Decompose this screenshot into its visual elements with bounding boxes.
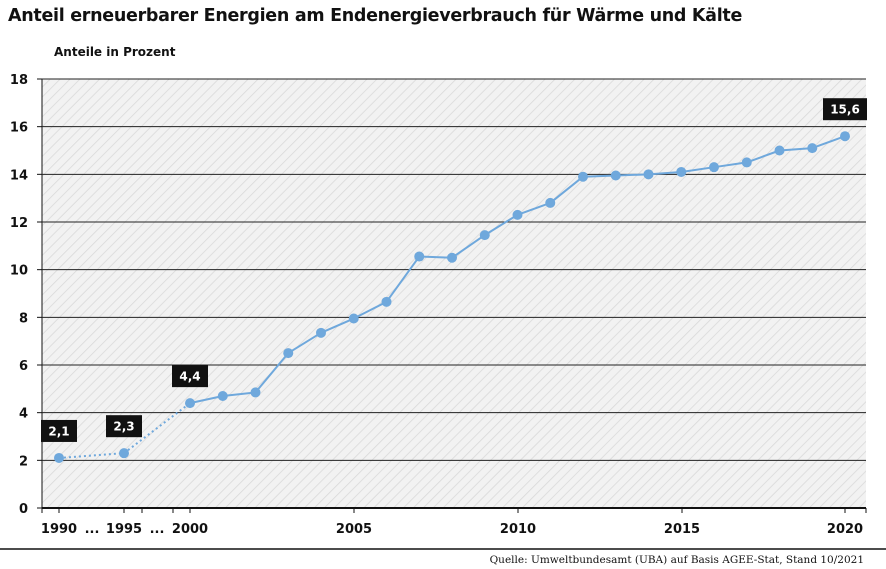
data-label-box (106, 415, 142, 438)
data-point (512, 209, 523, 220)
data-point (217, 390, 228, 401)
data-point (447, 252, 457, 263)
series-segment-dotted (123, 402, 191, 454)
series-segment (222, 391, 256, 397)
y-tick-label: 0 (19, 502, 28, 517)
data-point (250, 387, 261, 398)
series-segment (681, 166, 715, 173)
data-label-box (172, 365, 208, 388)
grid-lines (42, 78, 866, 509)
x-tick-label: 1995 (106, 522, 142, 537)
data-label-box (41, 419, 77, 442)
y-tick-label: 4 (19, 407, 28, 422)
data-point (676, 166, 687, 177)
chart-title: Anteil erneuerbarer Energien am Endenerg… (8, 6, 743, 26)
data-label: 15,6 (830, 103, 860, 117)
data-point (348, 313, 359, 324)
series-segment (451, 234, 486, 259)
data-label: 2,3 (113, 420, 134, 434)
x-tick-label: 2010 (500, 522, 536, 537)
y-tick-label: 14 (10, 168, 28, 183)
data-point (840, 131, 850, 142)
series-segment (189, 395, 223, 405)
series-segment (254, 352, 290, 394)
data-point (119, 448, 129, 459)
data-point (479, 230, 490, 241)
y-tick-label: 2 (19, 454, 28, 469)
series-segment (779, 147, 813, 152)
series-segment (648, 170, 682, 176)
x-tick-label: 2020 (827, 522, 863, 537)
x-tick-label: 2000 (172, 522, 208, 537)
series-line (58, 135, 846, 459)
x-axis-ticks: 1990... 1995... 2000 2005 2010 2015 2020 (0, 508, 886, 550)
y-axis-label: Anteile in Prozent (54, 45, 176, 59)
x-axis-break-marker: ... (85, 522, 100, 537)
source-note: Quelle: Umweltbundesamt (UBA) auf Basis … (489, 554, 864, 566)
x-tick-label: 1990 (41, 522, 77, 537)
data-point (643, 169, 654, 180)
data-label: 2,1 (48, 424, 69, 438)
series-segment (746, 149, 780, 164)
y-tick-label: 16 (10, 121, 28, 136)
y-tick-label: 12 (10, 216, 28, 231)
x-tick-label: 2005 (336, 522, 372, 537)
data-point (283, 348, 294, 359)
data-point (807, 143, 818, 154)
data-point (709, 162, 719, 173)
data-point (381, 296, 392, 307)
series-segment (517, 201, 551, 216)
data-point (610, 170, 621, 181)
series-segment (549, 175, 584, 204)
series-points (54, 131, 850, 463)
data-label-box (823, 98, 867, 121)
series-segment (353, 300, 387, 320)
data-point (545, 197, 556, 208)
data-point (774, 145, 785, 156)
y-tick-label: 18 (10, 73, 28, 88)
series-segment (811, 135, 846, 150)
y-tick-label: 8 (19, 311, 28, 326)
y-tick-label: 6 (19, 359, 28, 374)
series-segment (419, 255, 453, 259)
series-segment (713, 161, 747, 169)
data-label: 4,4 (179, 370, 200, 384)
plot-background (41, 79, 866, 508)
plot-area (42, 79, 866, 508)
series-segment (287, 331, 322, 354)
series-segment-dotted (58, 452, 125, 459)
series-segment (582, 174, 616, 178)
series-segment (320, 317, 355, 334)
series-segment (385, 255, 421, 303)
data-point (741, 157, 752, 168)
data-labels: 2,1 2,3 4,4 15,6 (41, 98, 867, 442)
data-point (54, 452, 64, 463)
series-segment (615, 173, 649, 177)
series-segment (484, 213, 519, 236)
data-point (578, 171, 588, 182)
y-tick-label: 10 (10, 264, 28, 279)
data-point (316, 327, 326, 338)
y-axis-ticks: 0 2 4 6 8 10 12 14 16 18 (10, 73, 42, 517)
data-point (414, 251, 425, 262)
x-tick-label: 2015 (664, 522, 700, 537)
x-axis-break-marker: ... (150, 522, 165, 537)
data-point (185, 398, 195, 409)
